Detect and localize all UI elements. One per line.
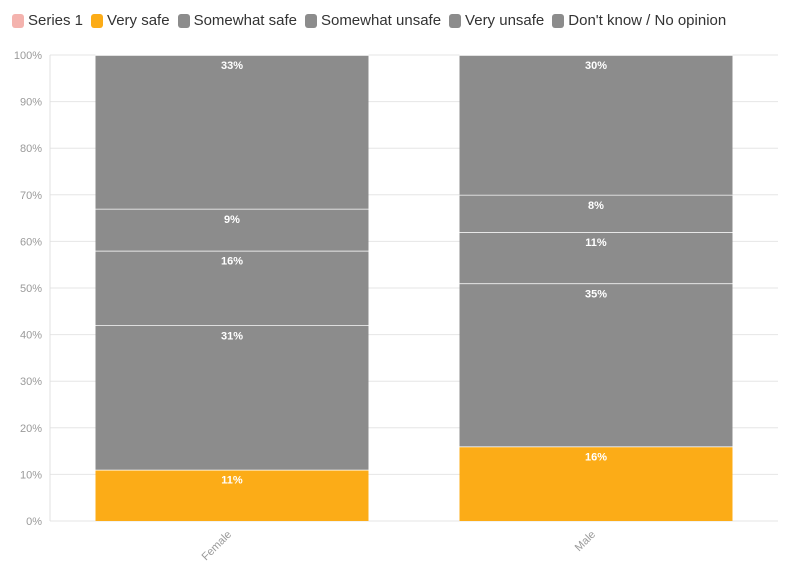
- bar-segment: [95, 325, 369, 470]
- legend-item[interactable]: Don't know / No opinion: [552, 12, 726, 29]
- legend-label: Very safe: [107, 12, 170, 29]
- y-tick-label: 60%: [20, 236, 42, 248]
- y-tick-label: 20%: [20, 423, 42, 435]
- data-label: 33%: [221, 60, 243, 72]
- legend-swatch: [304, 13, 317, 28]
- y-tick-label: 10%: [20, 469, 42, 481]
- legend-swatch: [177, 13, 190, 28]
- data-label: 16%: [585, 451, 607, 463]
- legend-label: Series 1: [28, 12, 84, 29]
- legend-item[interactable]: Somewhat unsafe: [304, 12, 442, 29]
- y-tick-label: 40%: [20, 330, 42, 342]
- data-label: 11%: [221, 475, 243, 487]
- data-label: 9%: [224, 214, 240, 226]
- data-label: 31%: [221, 330, 243, 342]
- bar-segment: [459, 283, 733, 447]
- bar-segment: [459, 55, 733, 195]
- y-tick-label: 90%: [20, 97, 42, 109]
- bar-segment: [95, 250, 369, 326]
- bar-segment: [95, 469, 369, 521]
- legend-label: Somewhat unsafe: [320, 12, 442, 29]
- data-label: 35%: [585, 288, 607, 300]
- y-tick-label: 100%: [14, 50, 42, 62]
- data-label: 8%: [588, 200, 604, 212]
- y-tick-label: 0%: [26, 516, 42, 528]
- legend-label: Somewhat safe: [193, 12, 297, 29]
- y-tick-label: 50%: [20, 283, 42, 295]
- data-label: 11%: [585, 237, 607, 249]
- x-category-label: Female: [200, 529, 234, 563]
- bar-segment: [459, 232, 733, 284]
- legend-swatch: [449, 13, 462, 28]
- legend-item[interactable]: Somewhat safe: [177, 12, 297, 29]
- legend-label: Don't know / No opinion: [568, 12, 727, 29]
- bar-segment: [459, 194, 733, 233]
- legend-item[interactable]: Series 1: [12, 12, 83, 29]
- legend-swatch: [91, 13, 104, 28]
- x-category-label: Male: [573, 529, 598, 554]
- y-tick-label: 30%: [20, 376, 42, 388]
- data-label: 30%: [585, 60, 607, 72]
- legend-label: Very unsafe: [465, 12, 545, 29]
- legend-swatch: [12, 13, 24, 28]
- data-label: 16%: [221, 256, 243, 268]
- bar-segment: [95, 208, 369, 251]
- bar-segment: [95, 55, 369, 209]
- legend: Series 1 Very safe Somewhat safe Somewhat u…: [12, 12, 726, 29]
- legend-swatch: [552, 13, 565, 28]
- bar-segment: [459, 446, 733, 521]
- legend-item[interactable]: Very safe: [91, 12, 170, 29]
- y-tick-label: 70%: [20, 190, 42, 202]
- legend-item[interactable]: Very unsafe: [449, 12, 544, 29]
- y-tick-label: 80%: [20, 143, 42, 155]
